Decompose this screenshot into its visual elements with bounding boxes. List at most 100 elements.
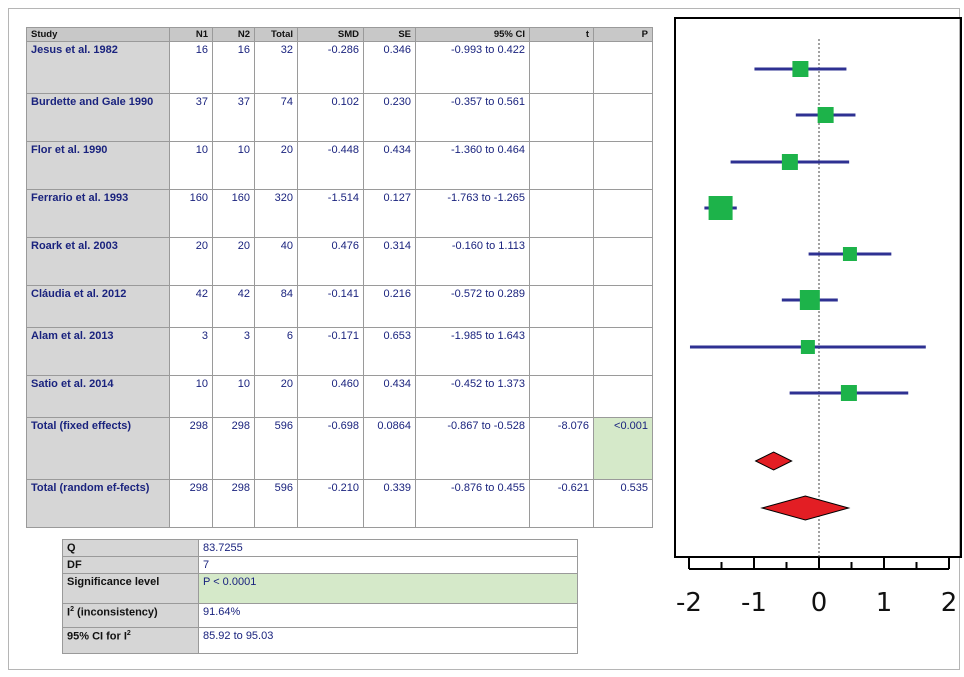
cell-p: [593, 237, 653, 286]
study-name: Jesus et al. 1982: [26, 41, 170, 94]
header-n1: N1: [169, 27, 213, 42]
table-row: Flor et al. 1990 10 10 20 -0.448 0.434 -…: [26, 141, 653, 190]
stats-row: Significance level P < 0.0001: [62, 573, 578, 604]
stats-row: I2 (inconsistency) 91.64%: [62, 603, 578, 628]
study-square: [792, 61, 809, 77]
cell-p: [593, 189, 653, 238]
study-name: Ferrario et al. 1993: [26, 189, 170, 238]
stats-label-sup: 2: [70, 606, 74, 613]
study-name: Flor et al. 1990: [26, 141, 170, 190]
header-study: Study: [26, 27, 170, 42]
cell-n1: 298: [169, 479, 213, 528]
cell-se: 0.434: [363, 375, 416, 418]
study-name: Total (random ef-fects): [26, 479, 170, 528]
cell-smd: -0.171: [297, 327, 364, 376]
plot-border: [674, 17, 962, 558]
cell-se: 0.230: [363, 93, 416, 142]
cell-n2: 37: [212, 93, 255, 142]
cell-n2: 42: [212, 285, 255, 328]
cell-ci: -1.985 to 1.643: [415, 327, 530, 376]
fixed-effects-diamond: [754, 451, 793, 471]
cell-n2: 10: [212, 141, 255, 190]
table-row: Alam et al. 2013 3 3 6 -0.171 0.653 -1.9…: [26, 327, 653, 376]
cell-total: 74: [254, 93, 298, 142]
cell-t: [529, 189, 594, 238]
table-header-row: Study N1 N2 Total SMD SE 95% CI t P: [26, 27, 653, 42]
study-square: [799, 290, 820, 310]
study-name: Alam et al. 2013: [26, 327, 170, 376]
cell-smd: -0.210: [297, 479, 364, 528]
table-row: Ferrario et al. 1993 160 160 320 -1.514 …: [26, 189, 653, 238]
x-tick-label: -2: [676, 588, 702, 618]
table-row-random-effects: Total (random ef-fects) 298 298 596 -0.2…: [26, 479, 653, 528]
meta-analysis-table: Study N1 N2 Total SMD SE 95% CI t P Jesu…: [26, 27, 653, 528]
cell-smd: -0.698: [297, 417, 364, 480]
x-tick-label: 1: [876, 588, 893, 618]
stats-value: P < 0.0001: [198, 573, 578, 604]
cell-t: [529, 375, 594, 418]
cell-se: 0.339: [363, 479, 416, 528]
cell-se: 0.653: [363, 327, 416, 376]
stats-label: 95% CI for I2: [62, 627, 199, 654]
x-tick-label: 0: [811, 588, 828, 618]
cell-total: 32: [254, 41, 298, 94]
cell-se: 0.127: [363, 189, 416, 238]
table-row: Satio et al. 2014 10 10 20 0.460 0.434 -…: [26, 375, 653, 418]
cell-n2: 20: [212, 237, 255, 286]
cell-n2: 160: [212, 189, 255, 238]
stats-label-main: 95% CI for I: [67, 630, 127, 643]
stats-label: Q: [62, 539, 199, 557]
random-effects-diamond: [760, 495, 851, 521]
cell-ci: -0.357 to 0.561: [415, 93, 530, 142]
cell-se: 0.434: [363, 141, 416, 190]
cell-t: [529, 41, 594, 94]
cell-t: [529, 237, 594, 286]
cell-smd: 0.460: [297, 375, 364, 418]
cell-n1: 298: [169, 417, 213, 480]
forest-plot: -2 -1 0 1 2: [674, 17, 962, 618]
study-square: [800, 340, 815, 354]
heterogeneity-table: Q 83.7255 DF 7 Significance level P < 0.…: [62, 539, 578, 654]
cell-n2: 3: [212, 327, 255, 376]
cell-p: [593, 141, 653, 190]
cell-smd: 0.102: [297, 93, 364, 142]
table-row: Jesus et al. 1982 16 16 32 -0.286 0.346 …: [26, 41, 653, 94]
cell-total: 20: [254, 141, 298, 190]
stats-label: I2 (inconsistency): [62, 603, 199, 628]
header-total: Total: [254, 27, 298, 42]
cell-n2: 298: [212, 417, 255, 480]
cell-se: 0.314: [363, 237, 416, 286]
study-name: Satio et al. 2014: [26, 375, 170, 418]
x-tick-label: -1: [741, 588, 767, 618]
cell-se: 0.0864: [363, 417, 416, 480]
header-smd: SMD: [297, 27, 364, 42]
cell-p: <0.001: [593, 417, 653, 480]
cell-n2: 10: [212, 375, 255, 418]
cell-p: 0.535: [593, 479, 653, 528]
table-row: Burdette and Gale 1990 37 37 74 0.102 0.…: [26, 93, 653, 142]
cell-n2: 298: [212, 479, 255, 528]
header-t: t: [529, 27, 594, 42]
stats-value: 91.64%: [198, 603, 578, 628]
cell-ci: -0.452 to 1.373: [415, 375, 530, 418]
cell-t: [529, 141, 594, 190]
cell-smd: 0.476: [297, 237, 364, 286]
cell-smd: -0.141: [297, 285, 364, 328]
cell-n1: 37: [169, 93, 213, 142]
cell-total: 6: [254, 327, 298, 376]
cell-ci: -0.160 to 1.113: [415, 237, 530, 286]
stats-value: 85.92 to 95.03: [198, 627, 578, 654]
study-square: [708, 196, 733, 220]
cell-smd: -1.514: [297, 189, 364, 238]
study-name: Cláudia et al. 2012: [26, 285, 170, 328]
cell-p: [593, 375, 653, 418]
cell-ci: -0.867 to -0.528: [415, 417, 530, 480]
cell-t: -8.076: [529, 417, 594, 480]
x-tick-label: 2: [941, 588, 958, 618]
header-ci: 95% CI: [415, 27, 530, 42]
cell-n1: 10: [169, 141, 213, 190]
cell-ci: -0.876 to 0.455: [415, 479, 530, 528]
header-p: P: [593, 27, 653, 42]
header-n2: N2: [212, 27, 255, 42]
cell-total: 20: [254, 375, 298, 418]
